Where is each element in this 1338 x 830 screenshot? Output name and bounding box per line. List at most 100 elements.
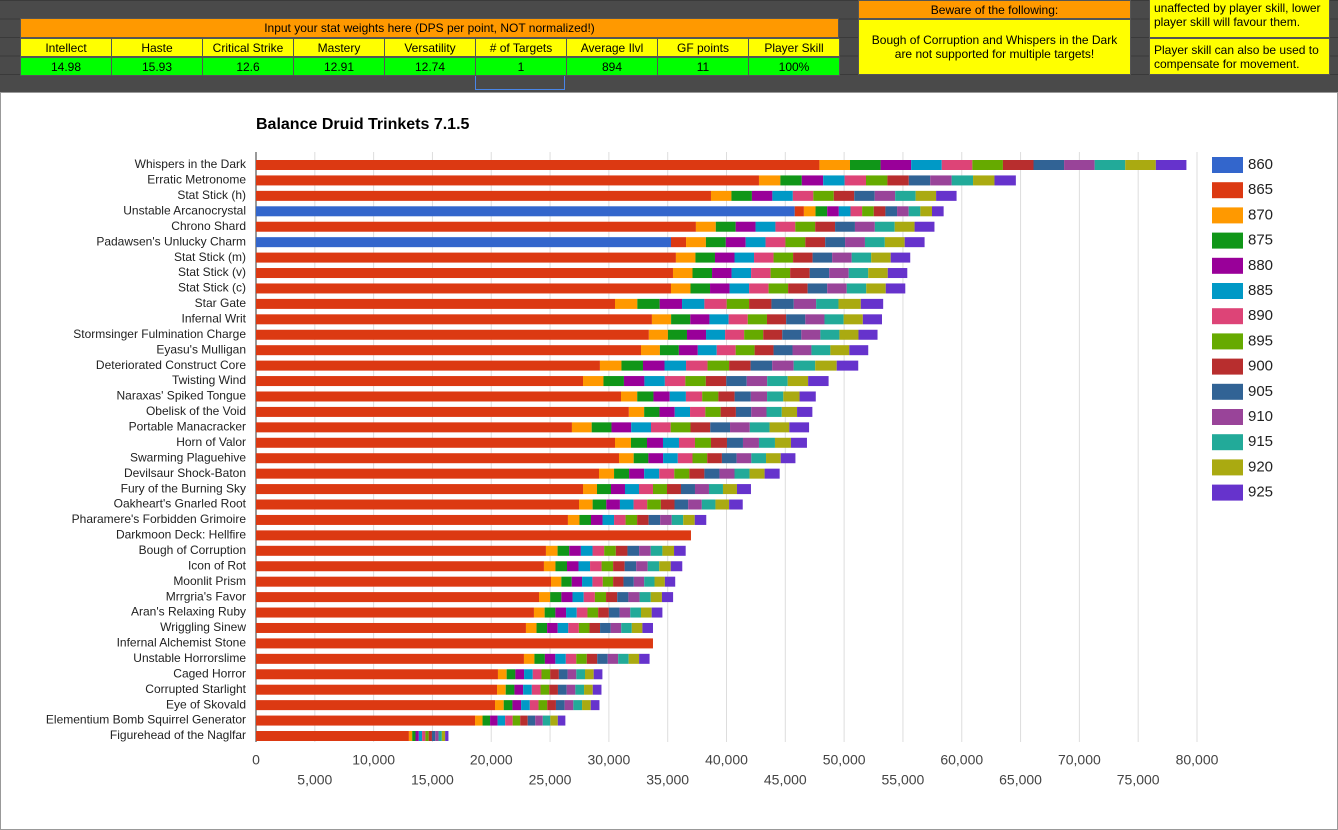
bar-segment [514, 684, 524, 695]
bar-segment [592, 684, 602, 695]
bar-segment [568, 622, 579, 633]
bar-segment [591, 422, 612, 433]
bar-segment [603, 376, 624, 387]
bar-segment [815, 221, 836, 232]
bar-segment [751, 453, 767, 464]
bar-segment [540, 684, 550, 695]
bar-segment [621, 622, 632, 633]
chart-title: Balance Druid Trinkets 7.1.5 [256, 116, 470, 133]
bar-segment [849, 345, 869, 356]
bar-segment [666, 484, 681, 495]
stat-header[interactable]: Mastery [293, 38, 385, 57]
bar-segment [705, 376, 727, 387]
bar-segment [633, 453, 649, 464]
bar-segment [547, 700, 556, 711]
bar-segment [256, 345, 641, 356]
bar-segment [897, 206, 909, 217]
bar-segment [523, 653, 535, 664]
warning-text: Bough of Corruption and Whispers in the … [858, 19, 1131, 75]
bar-segment [815, 360, 837, 371]
stat-value[interactable]: 12.6 [202, 57, 294, 76]
bar-segment [874, 190, 896, 201]
y-tick-label: Swarming Plaguehive [130, 450, 246, 464]
stat-value[interactable]: 12.91 [293, 57, 385, 76]
bar-segment [1002, 160, 1034, 170]
stat-header[interactable]: Critical Strike [202, 38, 294, 57]
bar-segment [584, 669, 594, 680]
stat-value[interactable]: 15.93 [111, 57, 203, 76]
bar-segment [754, 252, 774, 263]
bar-segment [659, 406, 675, 417]
bar-segment [726, 298, 750, 309]
bar-segment [590, 561, 602, 572]
bar-segment [1125, 160, 1156, 170]
bar-segment [771, 298, 794, 309]
y-tick-label: Stat Stick (v) [178, 265, 246, 279]
bar-segment [895, 190, 916, 201]
bar-segment [785, 237, 806, 248]
bar-segment [807, 283, 828, 294]
bar-segment [646, 437, 663, 448]
bar-segment [256, 329, 649, 340]
bar-segment [578, 499, 593, 510]
stat-header[interactable]: Versatility [384, 38, 476, 57]
y-tick-label: Infernal Writ [182, 311, 247, 325]
stat-value[interactable]: 11 [657, 57, 749, 76]
bar-segment [792, 345, 812, 356]
bar-segment [618, 453, 634, 464]
bar-segment [914, 221, 935, 232]
stat-value[interactable]: 1 [475, 57, 567, 76]
bar-segment [843, 314, 863, 325]
bar-segment [545, 545, 558, 556]
stat-header[interactable]: GF points [657, 38, 749, 57]
bar-segment [712, 268, 732, 279]
bar-segment [745, 237, 766, 248]
legend-swatch [1212, 484, 1243, 501]
stat-value[interactable]: 100% [748, 57, 840, 76]
y-tick-label: Unstable Horrorslime [133, 651, 246, 665]
bar-segment [654, 576, 665, 587]
stat-value[interactable]: 894 [566, 57, 658, 76]
bar-segment [561, 592, 573, 603]
bar-segment [582, 376, 604, 387]
bar-segment [620, 391, 638, 402]
stat-value[interactable]: 14.98 [20, 57, 112, 76]
bar-segment [674, 545, 686, 556]
legend-label: 885 [1248, 282, 1273, 299]
bar-segment [689, 468, 705, 479]
bar-segment [773, 252, 794, 263]
selected-cell[interactable] [475, 75, 565, 90]
bar-segment [638, 484, 653, 495]
bar-segment [951, 175, 974, 186]
stat-header[interactable]: # of Targets [475, 38, 567, 57]
bar-segment [644, 376, 665, 387]
bar-segment [736, 453, 752, 464]
bar-segment [639, 592, 651, 603]
stat-header[interactable]: Haste [111, 38, 203, 57]
legend-swatch [1212, 157, 1243, 173]
bar-segment [827, 283, 847, 294]
y-tick-label: Eye of Skovald [166, 697, 246, 711]
stat-header[interactable]: Player Skill [748, 38, 840, 57]
y-tick-label: Wriggling Sinew [160, 620, 246, 634]
stat-header[interactable]: Intellect [20, 38, 112, 57]
bar-segment [639, 545, 651, 556]
stat-header[interactable]: Average Ilvl [566, 38, 658, 57]
bar-segment [729, 499, 743, 510]
bar-segment [512, 715, 521, 726]
bar-segment [1155, 160, 1187, 170]
bar-segment [790, 268, 810, 279]
bar-segment [731, 268, 752, 279]
bar-segment [710, 437, 727, 448]
bar-segment [808, 376, 829, 387]
bar-segment [475, 715, 483, 726]
bar-segment [767, 391, 784, 402]
stat-value[interactable]: 12.74 [384, 57, 476, 76]
bar-segment [640, 607, 652, 618]
bar-segment [705, 237, 726, 248]
bar-segment [838, 206, 851, 217]
bar-segment [256, 175, 759, 186]
bar-segment [1033, 160, 1065, 170]
bar-segment [885, 283, 906, 294]
legend-label: 875 [1248, 232, 1273, 249]
